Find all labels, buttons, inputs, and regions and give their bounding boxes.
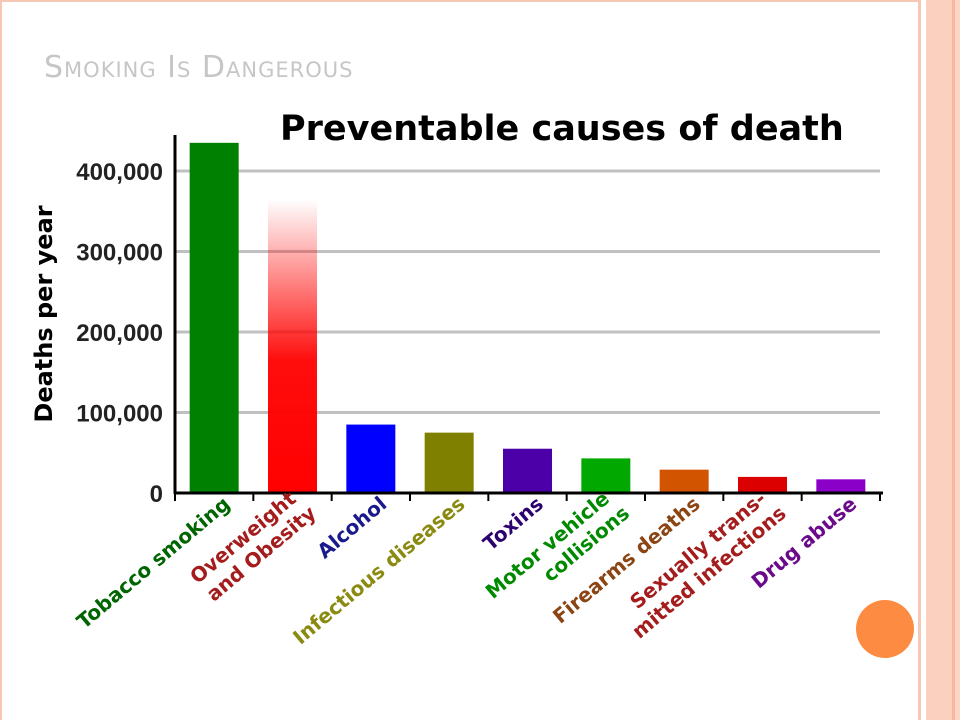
slide-title: Smoking Is Dangerous (44, 50, 354, 85)
slide-left-border (0, 0, 2, 720)
bar-alcohol (346, 424, 396, 493)
bar-tobacco-smoking (189, 142, 239, 493)
decorative-side-stripes (918, 0, 960, 720)
bar-firearms-deaths (659, 469, 709, 493)
y-tick-label: 100,000 (76, 401, 163, 428)
bar-infectious-diseases (424, 432, 474, 493)
svg-text:Overweightand Obesity: Overweightand Obesity (185, 482, 320, 607)
decorative-orange-circle (856, 600, 914, 658)
bar-sexually-transmitted-infections (738, 476, 787, 493)
y-tick-label: 400,000 (76, 159, 163, 186)
bar-drug-abuse (816, 479, 866, 493)
chart-title: Preventable causes of death (280, 109, 844, 149)
y-tick-label: 200,000 (76, 320, 163, 347)
y-tick-label: 0 (150, 481, 163, 508)
svg-text:Alcohol: Alcohol (312, 492, 391, 564)
y-tick-label: 300,000 (76, 240, 163, 267)
bar-overweight-and-obesity (268, 199, 317, 494)
bar-toxins (503, 448, 552, 493)
slide-top-border (0, 0, 922, 2)
x-tick-label: Overweightand Obesity (185, 482, 320, 607)
y-axis-label: Deaths per year (30, 205, 58, 422)
bar-chart: Preventable causes of death 0 100,000 200,0… (30, 109, 883, 649)
bar-motor-vehicle-collisions (581, 458, 631, 493)
x-tick-label: Alcohol (312, 492, 391, 564)
